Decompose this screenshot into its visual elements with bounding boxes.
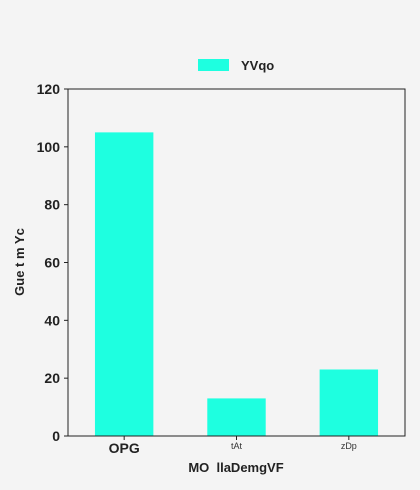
y-tick-label: 60 <box>44 255 60 271</box>
bar-zDp <box>319 369 379 436</box>
y-tick-label: 20 <box>44 370 60 386</box>
x-axis: OPG tAt zDp <box>109 436 357 456</box>
y-axis: 0 20 40 60 80 100 120 <box>37 81 68 444</box>
bar-tAt <box>207 398 266 436</box>
legend-swatch <box>198 59 229 71</box>
y-tick-label: 0 <box>52 428 60 444</box>
bars <box>94 132 379 436</box>
x-tick-label: zDp <box>341 441 357 451</box>
y-axis-title: Gue t m Yc <box>12 228 27 296</box>
y-tick-label: 40 <box>44 312 60 328</box>
x-axis-title: MO llaDemgVF <box>188 460 283 475</box>
legend: YVqo <box>198 58 274 73</box>
y-tick-label: 80 <box>44 197 60 213</box>
y-tick-label: 100 <box>37 139 61 155</box>
bar-OPG <box>94 132 154 436</box>
x-tick-label: tAt <box>231 441 243 451</box>
legend-label: YVqo <box>241 58 274 73</box>
x-tick-label: OPG <box>109 440 140 456</box>
y-tick-label: 120 <box>37 81 61 97</box>
